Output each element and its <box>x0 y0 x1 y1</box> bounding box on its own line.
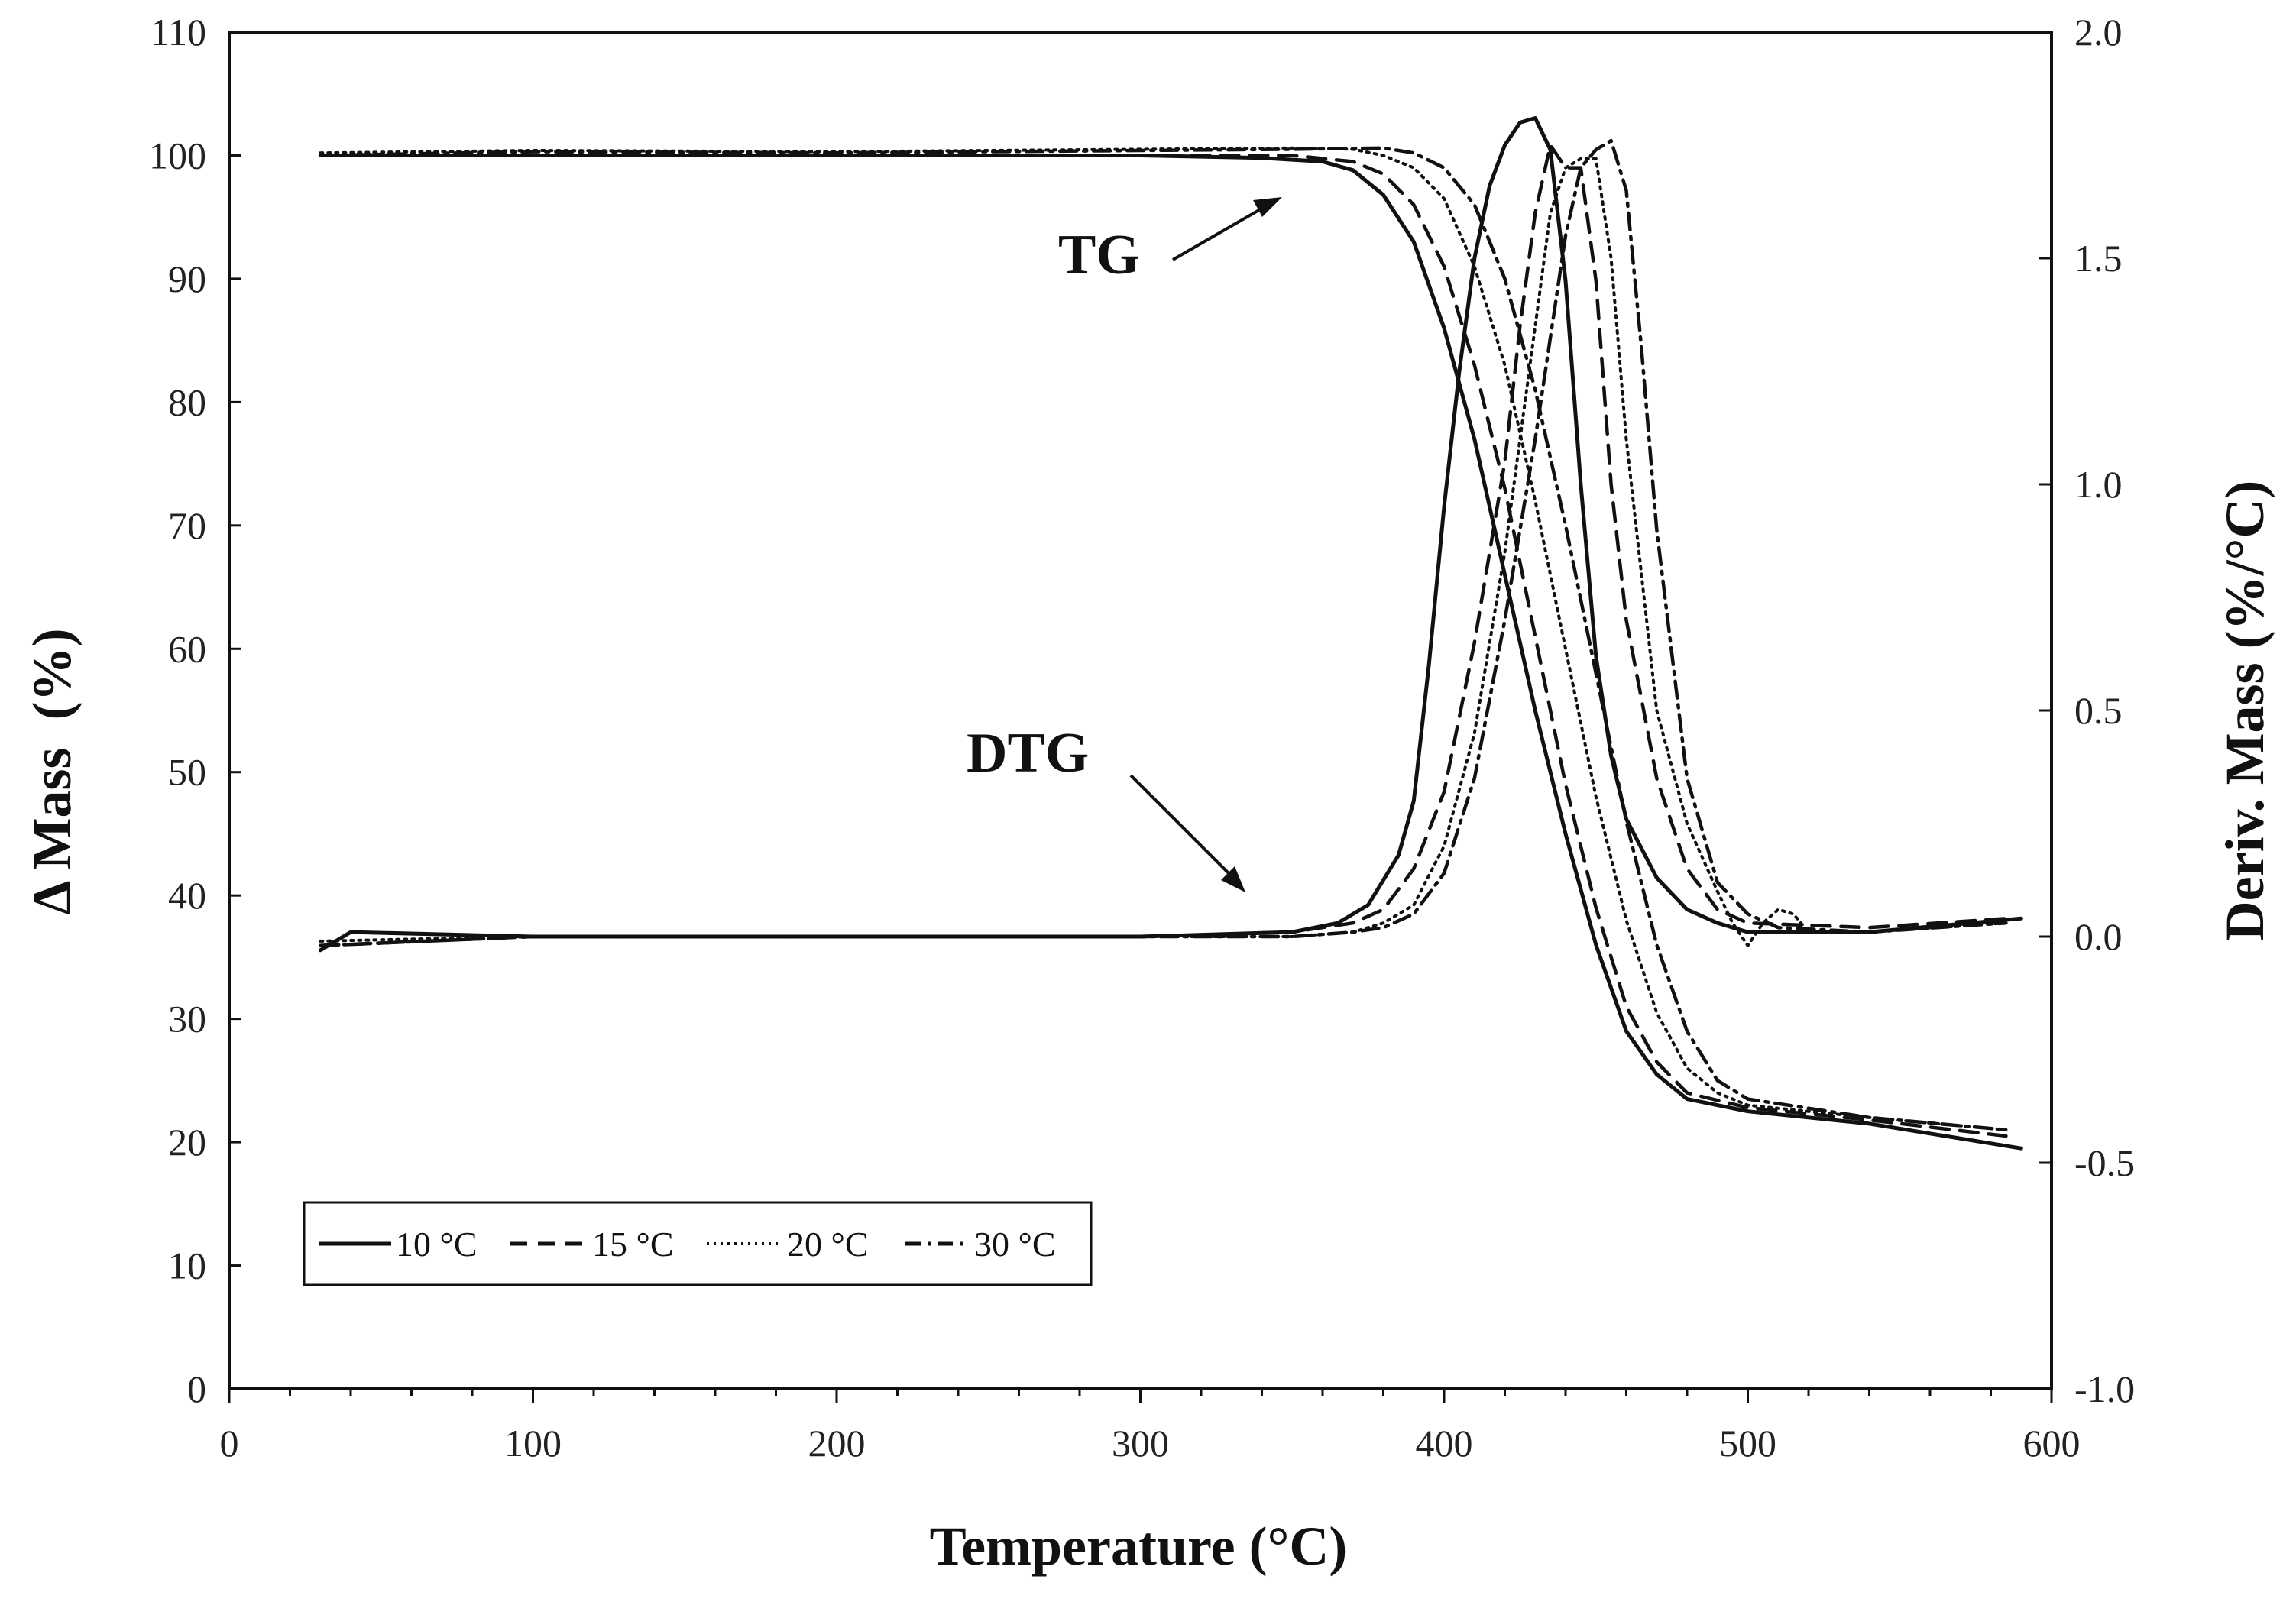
x-tick-label: 600 <box>2023 1422 2081 1464</box>
dtg-arrow-shaft <box>1129 774 1235 880</box>
dtg-arrow-head <box>1221 866 1245 892</box>
y-right-tick-label: 1.0 <box>2074 463 2123 506</box>
y-right-tick-label: 0.0 <box>2074 915 2123 958</box>
tg-annotation-label: TG <box>1058 224 1140 286</box>
series-tg-20-line <box>319 146 2008 1131</box>
legend-item-30: 30 °C <box>905 1225 1056 1264</box>
series-dtg-15-line <box>319 143 2008 948</box>
series-dtg-20-line <box>319 157 2008 947</box>
tg-arrow-shaft <box>1172 203 1269 261</box>
x-tick-label: 0 <box>220 1422 239 1464</box>
y-left-axis-ticks: 0 10 20 30 40 50 60 70 80 90 100 110 <box>149 11 241 1410</box>
dtg-annotation: DTG <box>967 722 1245 892</box>
legend-label-15: 15 °C <box>592 1225 674 1264</box>
y-left-tick-label: 100 <box>149 134 206 176</box>
series-layer <box>318 116 2023 1151</box>
series-tg-15-line <box>319 154 2008 1138</box>
y-left-axis-title: Δ Mass (%) <box>21 628 83 914</box>
y-right-tick-label: 0.5 <box>2074 689 2123 732</box>
x-tick-label: 500 <box>1719 1422 1776 1464</box>
y-left-tick-label: 60 <box>168 627 206 670</box>
y-left-tick-label: 10 <box>168 1244 206 1287</box>
y-right-axis-title: Deriv. Mass (%/°C) <box>2214 481 2275 941</box>
y-left-tick-label: 80 <box>168 380 206 423</box>
x-tick-label: 100 <box>504 1422 562 1464</box>
y-left-tick-label: 90 <box>168 257 206 300</box>
y-right-tick-label: 2.0 <box>2074 11 2123 53</box>
y-left-tick-label: 30 <box>168 998 206 1040</box>
legend: 10 °C 15 °C 20 °C 30 °C <box>303 1201 1093 1286</box>
x-tick-label: 200 <box>808 1422 866 1464</box>
dtg-annotation-label: DTG <box>967 722 1089 785</box>
y-left-tick-label: 70 <box>168 504 206 547</box>
y-left-tick-label: 50 <box>168 751 206 794</box>
legend-item-10: 10 °C <box>319 1225 478 1264</box>
series-dtg-30-line <box>319 138 2008 948</box>
y-left-tick-label: 40 <box>168 874 206 917</box>
y-left-tick-label: 20 <box>168 1121 206 1163</box>
legend-item-20: 20 °C <box>707 1225 869 1264</box>
y-left-tick-label: 0 <box>187 1367 206 1410</box>
y-right-axis-ticks: -1.0 -0.5 0.0 0.5 1.0 1.5 2.0 <box>2039 11 2135 1410</box>
x-tick-label: 300 <box>1112 1422 1169 1464</box>
y-left-tick-label: 110 <box>151 11 206 53</box>
x-axis-ticks: 0 100 200 300 400 500 600 <box>220 1389 2081 1464</box>
x-tick-label: 400 <box>1416 1422 1473 1464</box>
tg-arrow-head <box>1253 197 1282 217</box>
y-right-tick-label: 1.5 <box>2074 237 2123 280</box>
y-right-tick-label: -0.5 <box>2074 1141 2135 1184</box>
legend-label-10: 10 °C <box>396 1225 478 1264</box>
tg-annotation: TG <box>1058 197 1282 286</box>
legend-label-20: 20 °C <box>787 1225 869 1264</box>
legend-label-30: 30 °C <box>974 1225 1056 1264</box>
legend-item-15: 15 °C <box>510 1225 674 1264</box>
y-right-tick-label: -1.0 <box>2074 1367 2135 1410</box>
x-axis-title: Temperature (°C) <box>930 1516 1348 1577</box>
